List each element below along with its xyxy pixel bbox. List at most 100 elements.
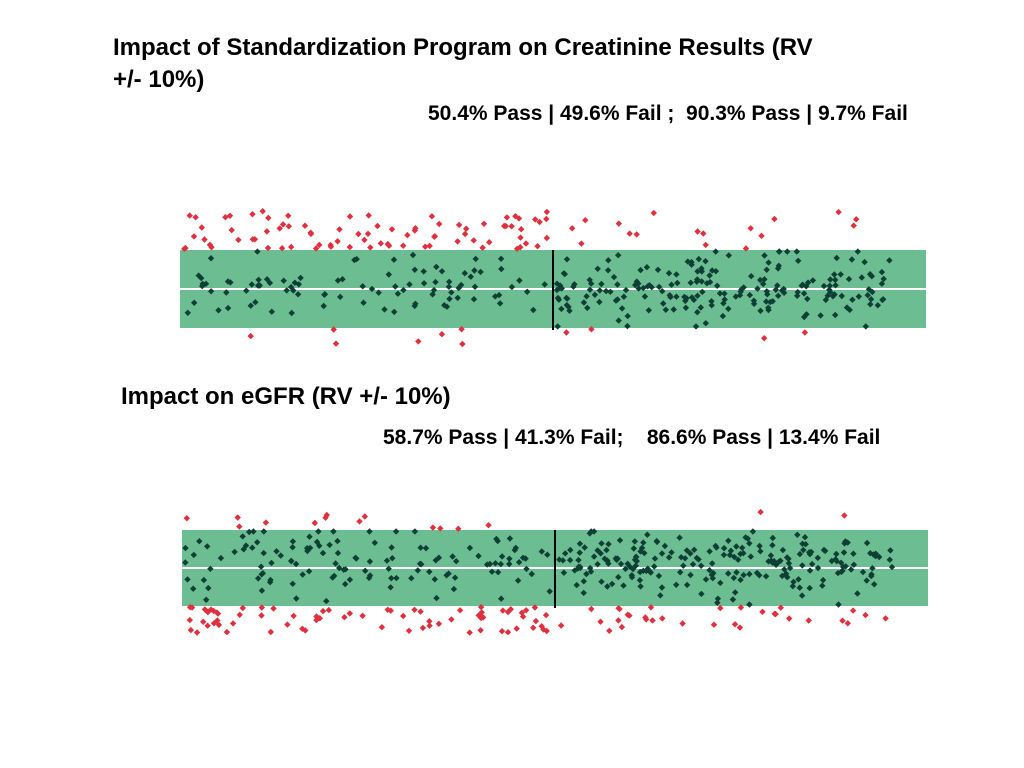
fail-point <box>374 222 381 230</box>
pass-point <box>640 567 647 574</box>
fail-point <box>543 215 550 223</box>
fail-point <box>532 216 539 223</box>
fail-point <box>359 612 366 619</box>
pass-point <box>486 560 494 568</box>
pass-point <box>796 584 803 591</box>
chart-2-pass-fail-summary: 58.7% Pass | 41.3% Fail; 86.6% Pass | 13… <box>383 426 881 449</box>
pass-point <box>687 550 694 557</box>
pass-point <box>837 271 844 278</box>
pass-point <box>624 312 631 320</box>
fail-point <box>229 620 237 627</box>
pass-point <box>651 555 659 562</box>
pass-point <box>198 274 205 282</box>
fail-point <box>841 512 848 519</box>
pass-point <box>886 257 893 264</box>
fail-point <box>700 230 707 237</box>
pass-point <box>670 306 677 313</box>
fail-point <box>513 625 520 632</box>
pass-point <box>607 288 614 295</box>
pass-point <box>223 289 230 296</box>
pass-point <box>411 302 418 310</box>
pass-point <box>769 534 776 542</box>
pass-point <box>492 293 499 300</box>
pass-point <box>458 281 465 289</box>
pass-point <box>855 293 862 300</box>
pass-point <box>709 575 716 582</box>
fail-point <box>542 611 550 619</box>
pass-point <box>441 302 448 309</box>
pass-point <box>628 572 635 579</box>
fail-point <box>702 241 709 249</box>
pass-point <box>629 565 637 573</box>
fail-point <box>456 607 464 614</box>
pass-point <box>191 299 198 306</box>
pass-point <box>733 569 740 576</box>
fail-point <box>285 223 292 230</box>
fail-point <box>259 208 266 215</box>
pass-point <box>806 584 813 592</box>
pass-point <box>868 273 875 280</box>
fail-point <box>204 622 211 629</box>
pass-point <box>400 286 407 294</box>
pass-point <box>709 560 716 567</box>
pass-point <box>566 307 573 314</box>
pass-point <box>781 566 788 573</box>
pass-point <box>731 553 738 561</box>
pass-point <box>320 302 327 310</box>
pass-point <box>215 307 222 314</box>
pass-point <box>746 540 753 547</box>
pass-point <box>207 288 215 295</box>
pass-point <box>831 291 838 298</box>
pass-point <box>644 531 651 538</box>
fail-point <box>411 606 418 613</box>
fail-point <box>504 608 512 616</box>
pass-point <box>429 291 436 298</box>
pass-point <box>695 255 702 263</box>
pass-point <box>740 284 747 291</box>
pass-point <box>697 304 704 311</box>
pass-point <box>732 293 739 300</box>
pass-point <box>682 297 689 305</box>
fail-point <box>404 231 411 239</box>
fail-point <box>346 243 353 251</box>
fail-point <box>301 222 309 229</box>
fail-point <box>249 211 256 218</box>
pass-point <box>712 268 720 275</box>
pass-point <box>622 565 629 573</box>
pass-point <box>617 560 625 568</box>
pass-point <box>661 542 669 550</box>
pass-point <box>512 544 519 552</box>
fail-point <box>569 225 576 232</box>
fail-point <box>659 615 666 622</box>
pass-point <box>366 528 373 535</box>
pass-point <box>790 578 797 586</box>
pass-point <box>657 592 664 599</box>
pass-point <box>359 283 366 290</box>
pass-point <box>461 270 468 277</box>
pass-point <box>760 280 767 288</box>
pass-point <box>605 540 612 548</box>
pass-point <box>678 554 685 561</box>
pass-point <box>763 288 770 295</box>
pass-point <box>819 582 826 589</box>
pass-point <box>313 538 321 546</box>
pass-point <box>615 317 622 324</box>
fail-point <box>522 240 530 247</box>
pass-point <box>835 601 842 608</box>
fail-point <box>346 213 354 220</box>
pass-point <box>802 541 809 548</box>
pass-point <box>446 295 453 303</box>
pass-point <box>336 564 343 572</box>
pass-point <box>658 550 666 557</box>
fail-point <box>463 225 470 232</box>
pass-point <box>779 572 786 580</box>
pass-point <box>725 537 732 544</box>
pass-point <box>454 294 461 302</box>
pass-point <box>680 562 687 569</box>
pass-point <box>867 301 874 308</box>
fail-point <box>486 239 493 246</box>
fail-point <box>538 623 545 630</box>
pass-point <box>538 548 545 555</box>
pass-point <box>848 256 856 263</box>
pass-point <box>684 258 691 265</box>
